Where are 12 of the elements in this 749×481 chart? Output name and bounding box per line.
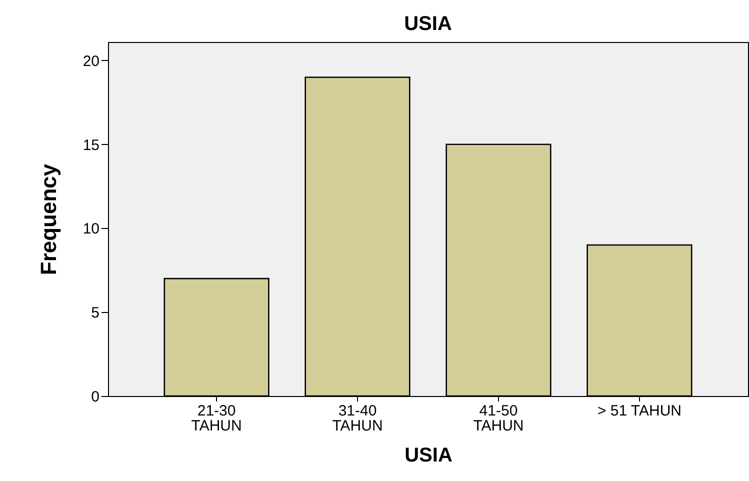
x-tick-label: 31-40 TAHUN [332, 402, 383, 434]
chart-title: USIA [404, 13, 452, 35]
y-tick-label: 20 [82, 52, 100, 70]
x-tick-label: 21-30 TAHUN [191, 402, 242, 434]
x-axis-title: USIA [404, 444, 452, 466]
x-tick-label: > 51 TAHUN [597, 402, 682, 420]
y-tick-label: 0 [91, 388, 100, 406]
x-tick-label: 41-50 TAHUN [473, 402, 524, 434]
y-tick-label: 10 [82, 220, 100, 238]
y-tick-label: 5 [91, 304, 100, 322]
y-tick-label: 15 [82, 136, 100, 154]
y-axis-title: Frequency [36, 163, 61, 276]
